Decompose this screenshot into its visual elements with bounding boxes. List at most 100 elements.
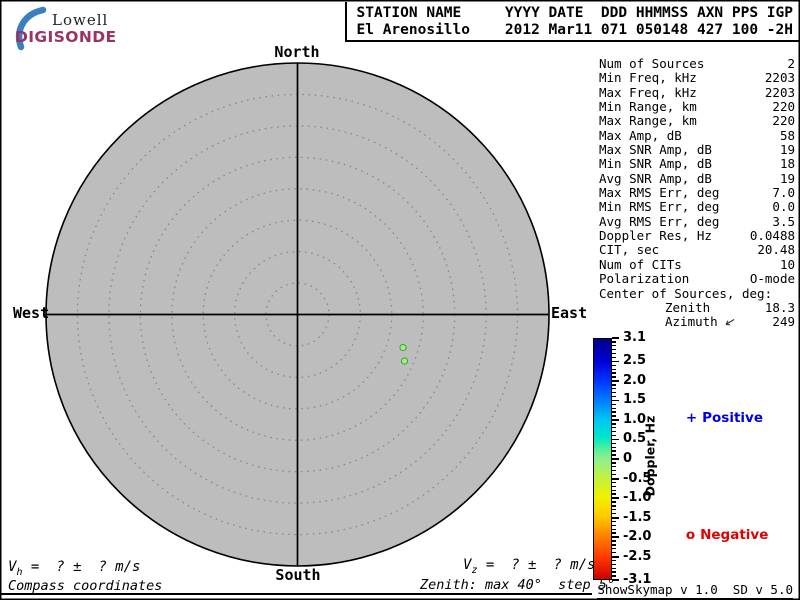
version-info: ShowSkymap v 1.0 SD v 5.0 — [597, 582, 793, 599]
colorbar-tick — [612, 509, 616, 511]
parameter-label: Polarization — [599, 271, 690, 287]
parameter-value: 18.3 — [764, 299, 795, 315]
parameters-list: Num of Sources 2 Min Freq, kHz 2203 Max Freq… — [599, 56, 795, 330]
parameter-row: Max Freq, kHz 2203 — [599, 85, 795, 100]
header-divider-horizontal — [345, 40, 799, 42]
parameter-value: 20.48 — [757, 242, 795, 258]
parameter-label: Max RMS Err, deg — [599, 185, 720, 201]
vh-value: = ? ± ? m/s — [22, 559, 141, 575]
colorbar-tick — [612, 485, 616, 487]
parameter-row: Min RMS Err, deg 0.0 — [599, 199, 795, 215]
parameter-label: CIT, sec — [599, 242, 660, 258]
logo-lowell-text: Lowell — [52, 11, 109, 29]
colorbar-tick — [612, 563, 616, 566]
legend-negative-label: Negative — [700, 527, 769, 543]
colorbar-tick — [612, 360, 619, 363]
colorbar-tick — [612, 548, 616, 550]
colorbar-tick — [612, 497, 619, 500]
legend-positive: + Positive — [667, 394, 763, 442]
logo-digisonde-text: DIGISONDE — [15, 28, 117, 46]
vz-symbol: V — [463, 557, 472, 573]
colorbar-tick — [612, 470, 616, 472]
colorbar-tick — [612, 337, 619, 339]
colorbar-tick — [612, 399, 619, 402]
parameter-label: Min RMS Err, deg — [599, 199, 720, 215]
colorbar-tick — [612, 450, 616, 452]
colorbar-axis-label: Doppler, Hz — [642, 415, 658, 497]
parameter-row: Max RMS Err, deg 7.0 — [599, 185, 795, 201]
colorbar-tick — [612, 551, 616, 554]
compass-label-north: North — [274, 43, 320, 61]
lowell-digisonde-logo: Lowell DIGISONDE — [6, 3, 146, 51]
digisonde-crescent-icon — [15, 6, 47, 51]
circle-marker-icon: o — [685, 527, 696, 543]
vh-subscript: h — [16, 566, 23, 578]
parameter-label: Max Range, km — [599, 113, 697, 129]
parameter-value: 10 — [779, 256, 795, 272]
parameter-value: 18 — [779, 156, 795, 172]
parameter-value: 7.0 — [772, 185, 795, 201]
azimuth-direction-arrow-icon — [725, 319, 734, 326]
parameter-label: Doppler Res, Hz — [599, 228, 712, 244]
colorbar-tick — [612, 423, 616, 425]
vz-subscript: z — [471, 564, 478, 576]
parameter-value: 249 — [772, 314, 795, 330]
colorbar-tick — [612, 427, 616, 429]
colorbar-tick-label: 3.1 — [623, 330, 647, 346]
parameter-label: Num of Sources — [599, 56, 705, 71]
parameter-row: Max SNR Amp, dB 19 — [599, 142, 795, 157]
colorbar-tick — [612, 454, 616, 456]
parameter-label: Center of Sources, deg: — [599, 285, 773, 301]
colorbar-tick-label: 2.0 — [623, 373, 647, 389]
parameter-row: Max Amp, dB 58 — [599, 127, 795, 143]
parameter-row: Avg SNR Amp, dB 19 — [599, 170, 795, 186]
parameter-row: Center of Sources, deg: — [599, 285, 795, 301]
parameter-value: 2 — [787, 56, 795, 71]
colorbar-tick — [612, 567, 616, 569]
colorbar-tick-label: -3.1 — [623, 572, 652, 588]
parameter-row: Azimuth 249 — [599, 314, 795, 330]
legend-negative: o Negative — [667, 511, 769, 559]
coordinates-note: Compass coordinates — [8, 578, 163, 594]
colorbar-tick — [612, 388, 616, 390]
source-dot — [400, 357, 409, 365]
header-columns-row: STATION NAME YYYY DATE DDD HHMMSS AXN PP… — [356, 5, 794, 21]
colorbar-tick — [612, 446, 616, 448]
parameter-value: 58 — [779, 127, 795, 143]
station-header: STATION NAME YYYY DATE DDD HHMMSS AXN PP… — [357, 5, 794, 38]
colorbar-tick — [612, 356, 616, 359]
colorbar-tick-label: 0.5 — [623, 431, 647, 447]
parameter-label: Zenith — [665, 299, 711, 315]
colorbar-tick — [612, 376, 616, 378]
header-values-row: El Arenosillo 2012 Mar11 071 050148 427 … — [356, 21, 794, 38]
colorbar-ticks: 3.1 2.5 2.0 1.5 1.0 0.5 0 -0.5 -1.0 -1.5 -2.0 -2.5 -… — [612, 330, 682, 587]
parameter-label: Min SNR Amp, dB — [599, 156, 712, 172]
colorbar-tick-label: 2.5 — [623, 353, 647, 369]
colorbar-tick — [612, 411, 616, 413]
compass-label-east: East — [551, 304, 588, 322]
parameter-value: O-mode — [749, 271, 795, 287]
parameter-label: Num of CITs — [599, 256, 682, 272]
colorbar-tick — [612, 524, 616, 527]
colorbar-tick-label: -2.5 — [623, 548, 652, 564]
vh-symbol: V — [8, 559, 17, 575]
colorbar-tick — [612, 415, 616, 417]
footer-divider — [1, 593, 592, 595]
parameter-value: 3.5 — [772, 213, 795, 229]
colorbar-tick — [612, 438, 619, 441]
colorbar-tick — [612, 368, 616, 370]
colorbar-tick — [612, 489, 616, 491]
compass-label-west: West — [13, 304, 50, 322]
parameter-row: Max Range, km 220 — [599, 113, 795, 129]
colorbar-tick-label: -1.5 — [623, 509, 652, 525]
parameter-label: Avg RMS Err, deg — [599, 213, 720, 229]
colorbar-tick — [612, 434, 616, 437]
parameter-value: 2203 — [764, 70, 795, 86]
colorbar-tick — [612, 341, 616, 343]
parameter-label: Avg SNR Amp, dB — [599, 170, 712, 186]
colorbar-tick — [612, 575, 616, 577]
legend-positive-label: Positive — [702, 410, 763, 426]
parameter-row: Min SNR Amp, dB 18 — [599, 156, 795, 172]
colorbar-tick — [612, 493, 616, 495]
